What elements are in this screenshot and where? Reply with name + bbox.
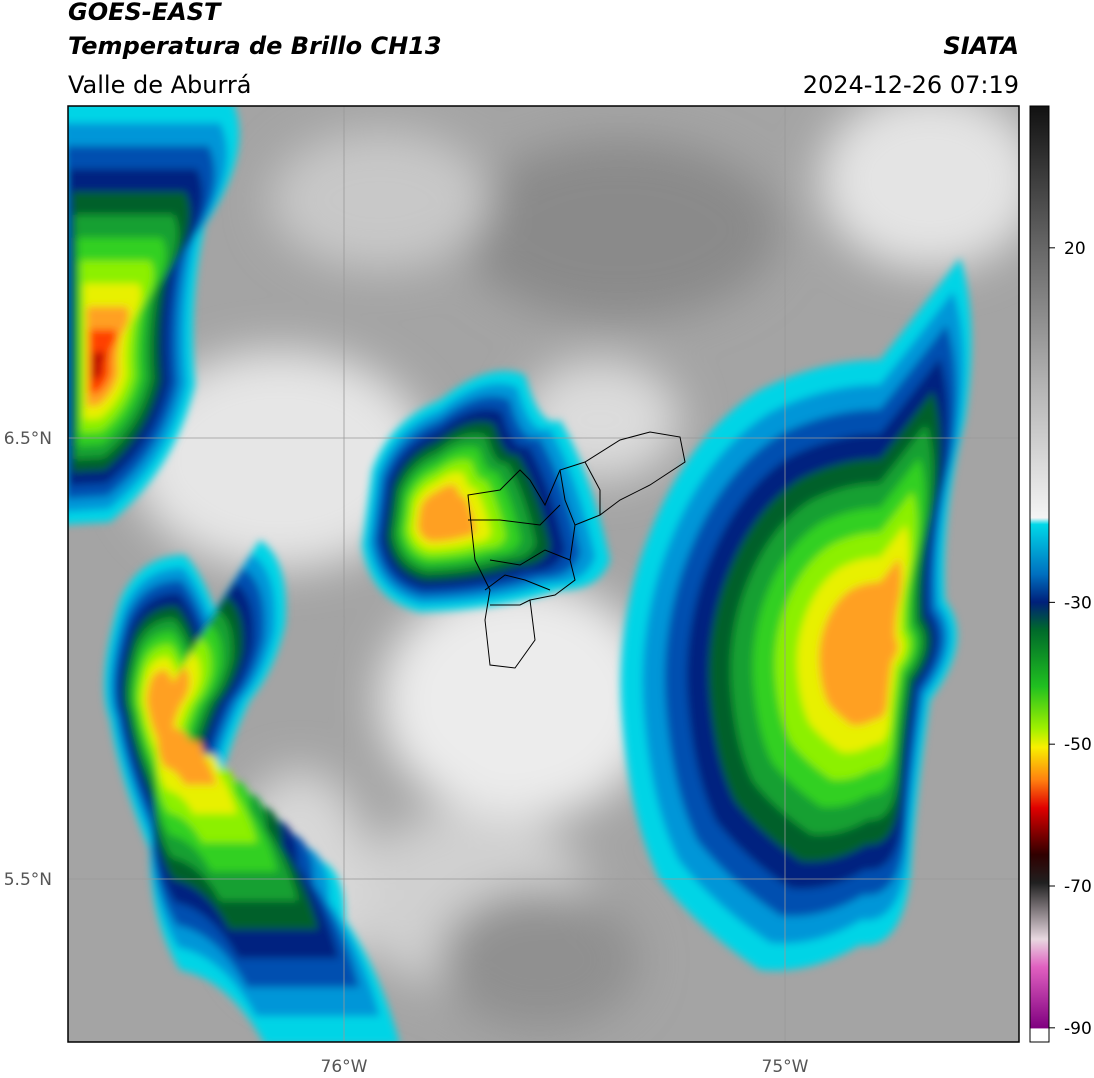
cloud-contour — [417, 484, 477, 542]
subtitle-datetime: 2024-12-26 07:19 — [803, 71, 1019, 99]
colorbar-tick-label: -70 — [1064, 877, 1092, 897]
title-satellite: GOES-EAST — [68, 0, 222, 26]
lon-label: 75°W — [762, 1057, 809, 1077]
lat-label: 6.5°N — [4, 429, 52, 449]
colorbar — [1029, 105, 1050, 1043]
lat-label: 5.5°N — [4, 870, 52, 890]
title-product: Temperatura de Brillo CH13 — [68, 32, 442, 60]
subtitle-region: Valle de Aburrá — [68, 71, 252, 99]
map-frame — [67, 105, 1020, 1043]
cloud-contour — [146, 666, 217, 785]
title-source: SIATA — [943, 32, 1019, 60]
colorbar-tick-label: -90 — [1064, 1019, 1092, 1039]
municipal-boundaries — [467, 431, 686, 669]
graticule — [68, 106, 1019, 1042]
convective-clouds — [68, 106, 972, 1042]
colorbar-tick-label: 20 — [1064, 239, 1086, 259]
cloud-contour — [819, 557, 902, 726]
colorbar-tick-label: -30 — [1064, 593, 1092, 613]
colorbar-tick-label: -50 — [1064, 735, 1092, 755]
colorbar-ticks: 20 -30 -50 -70 -90 — [1049, 239, 1092, 1039]
lon-label: 76°W — [321, 1057, 368, 1077]
map — [68, 106, 1019, 1042]
cloud-contour — [92, 352, 105, 381]
